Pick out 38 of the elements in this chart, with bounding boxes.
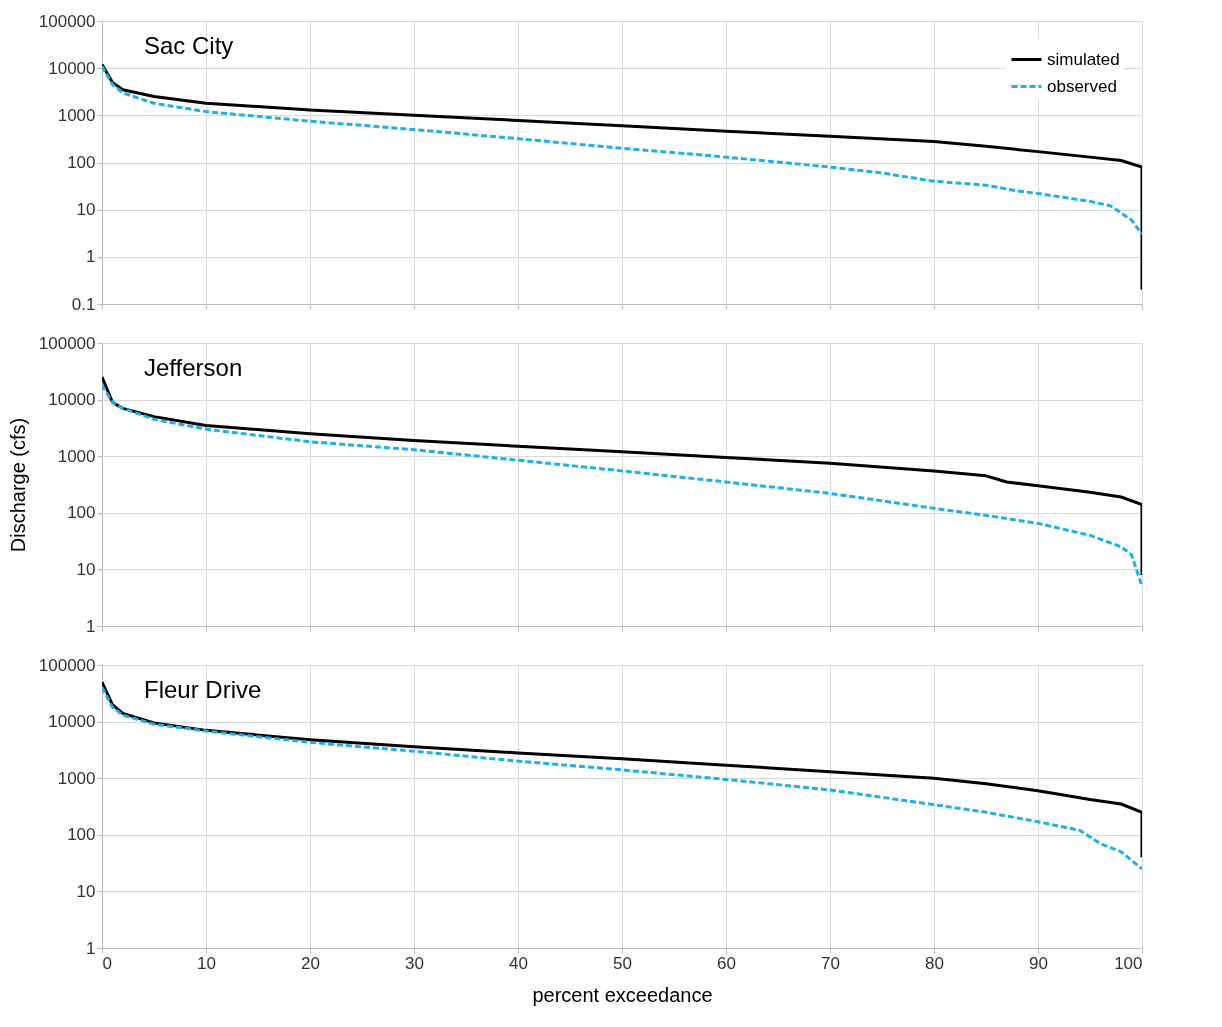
y-tick-label: 10000 [48,712,96,732]
x-tick-label: 70 [821,953,840,973]
y-tick-label: 1000 [57,768,96,788]
x-tick-label: 10 [197,953,216,973]
legend-label: observed [1047,76,1117,96]
legend-label: simulated [1047,49,1120,69]
y-tick-label: 10 [76,200,96,220]
y-tick-label: 100 [67,153,96,172]
x-tick-label: 90 [1029,953,1048,973]
x-tick-label: 30 [405,953,424,973]
y-tick-label: 10 [76,559,96,579]
y-tick-label: 1000 [57,105,96,125]
line-series [102,64,1142,236]
x-tick-label: 50 [613,953,632,973]
y-axis-title: Discharge (cfs) [6,417,29,553]
y-tick-label: 10000 [48,58,96,78]
y-tick-label: 1000 [57,446,96,466]
y-tick-label: 10 [76,881,96,901]
y-tick-label: 100 [67,825,96,845]
x-tick-label: 60 [717,953,736,973]
x-tick-label: 40 [509,953,528,973]
y-tick-label: 100000 [38,333,96,353]
text: Sac City [144,32,234,59]
x-tick-label: 20 [301,953,320,973]
y-tick-label: 0.1 [71,294,96,314]
y-tick-label: 100 [67,503,96,523]
x-tick-label: 80 [925,953,944,973]
y-tick-label: 1 [86,938,96,958]
chart-title: Jefferson [144,354,243,381]
y-tick-label: 1 [86,247,96,267]
y-tick-label: 100000 [38,655,96,675]
y-tick-label: 10000 [48,390,96,410]
y-tick-label: 100000 [38,11,96,31]
chart-title: Fleur Drive [144,676,262,703]
x-tick-label: 100 [1114,953,1143,973]
x-tick-label: 0 [102,953,112,973]
x-axis-title: percent exceedance [532,983,713,1006]
y-tick-label: 1 [86,616,96,636]
